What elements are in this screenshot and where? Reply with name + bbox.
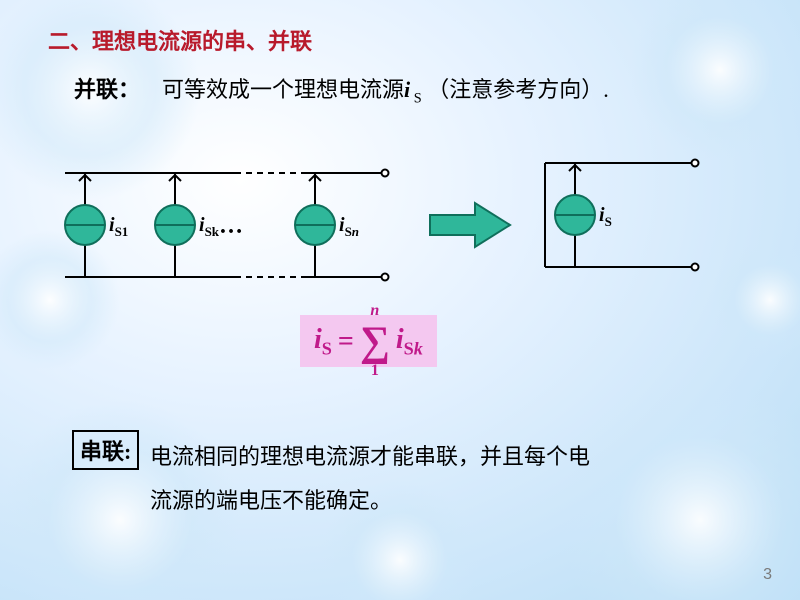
series-text: 电流相同的理想电流源才能串联，并且每个电 流源的端电压不能确定。 (150, 435, 710, 523)
section-title: 二、理想电流源的串、并联 (48, 24, 312, 56)
formula: iS = n ∑ 1 iSk (300, 315, 437, 367)
svg-text:iSk: iSk (199, 214, 220, 239)
slide-content: 二、理想电流源的串、并联 并联： 可等效成一个理想电流源i S （注意参考方向）… (0, 0, 800, 600)
var-sub: S (410, 90, 422, 106)
series-label: 串联: (72, 430, 139, 470)
series-text-line2: 流源的端电压不能确定。 (150, 488, 392, 513)
parallel-line: 并联： 可等效成一个理想电流源i S （注意参考方向）. (74, 72, 609, 107)
parallel-text-1: 可等效成一个理想电流源 (162, 77, 404, 102)
svg-text:iSn: iSn (339, 214, 359, 239)
page-number: 3 (763, 566, 772, 584)
parallel-label: 并联： (74, 77, 140, 102)
parallel-text-2: （注意参考方向）. (427, 77, 609, 102)
svg-text:…: … (219, 213, 243, 239)
slide: 二、理想电流源的串、并联 并联： 可等效成一个理想电流源i S （注意参考方向）… (0, 0, 800, 600)
circuit-right: iS (525, 145, 715, 285)
arrow-icon (425, 200, 515, 250)
series-text-line1: 电流相同的理想电流源才能串联，并且每个电 (150, 444, 590, 469)
circuit-left: iS1 iSk iSn … (45, 155, 405, 295)
svg-text:iS: iS (599, 204, 612, 229)
svg-text:iS1: iS1 (109, 214, 128, 239)
